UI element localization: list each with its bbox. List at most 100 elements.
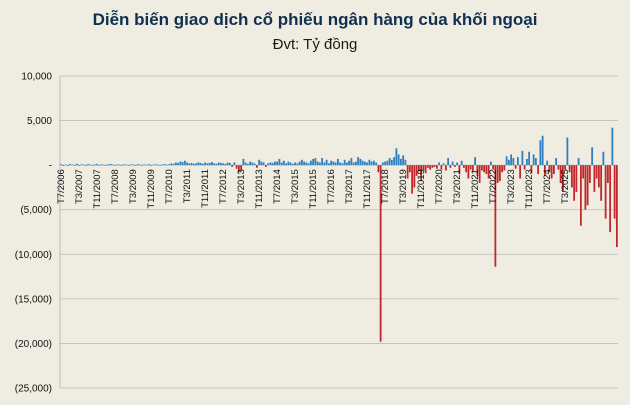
bar [456,162,459,166]
bar [327,163,330,166]
bar [593,165,596,192]
bar [231,165,234,167]
bar [208,162,211,166]
x-tick-label: T11/2017 [362,169,373,208]
bar [75,163,78,166]
bar [309,160,312,166]
bar [172,163,175,166]
bar [111,164,114,166]
bar [66,165,69,166]
bar [431,165,434,168]
bar [541,135,544,166]
bar [224,163,227,166]
bar [334,162,337,166]
bar [613,165,616,219]
x-tick-label: T11/2021 [470,169,481,208]
x-tick-label: T7/2008 [110,169,121,204]
bar [91,165,94,166]
bar [370,161,373,166]
gridlines [59,75,618,389]
bar [141,165,144,166]
bar [505,156,508,166]
bar [219,162,222,166]
unit-label: Đvt: Tỷ đồng [272,36,358,53]
bar [503,165,506,171]
bar [579,165,582,226]
bar [163,164,166,166]
bar [465,165,468,173]
y-axis-labels: 10,000 5,000 - (5,000) (10,000) (15,000) (20,0… [15,72,53,395]
bar [388,158,391,166]
bar [588,165,591,183]
x-tick-label: T3/2019 [398,169,409,204]
bar [300,159,303,166]
bar [550,165,553,179]
bars [60,127,618,342]
bar [561,165,564,192]
x-tick-label: T3/2017 [344,169,355,204]
x-tick-label: T7/2006 [56,169,67,204]
bar [453,165,456,167]
y-tick-label: 5,000 [27,116,52,127]
bar [217,162,220,166]
bar [528,151,531,166]
bar [462,165,465,168]
bar [177,162,180,166]
bar [305,162,308,166]
bar [307,163,310,166]
bar [233,162,236,166]
bar [267,163,270,166]
bar [433,165,436,167]
bar [80,164,83,166]
bar [273,161,276,166]
bar [357,157,360,166]
bar [303,161,306,166]
bar [213,163,216,166]
bar [71,164,74,166]
bar [165,164,168,166]
bar [510,154,513,166]
bar [532,154,535,166]
bar [564,165,567,170]
bar [150,165,153,166]
bar [494,165,497,267]
bar [132,164,135,166]
bar [154,164,157,166]
bar [318,162,321,166]
bar [543,165,546,176]
bar [62,165,65,166]
bar [120,165,123,166]
bar [413,165,416,188]
bar [82,164,85,166]
bar [251,162,254,166]
bar [546,160,549,166]
bar [507,159,510,166]
bar [379,165,382,342]
bar [201,163,204,166]
bar [363,161,366,166]
x-tick-label: T7/2012 [218,169,229,204]
bar [138,164,141,166]
x-tick-label: T7/2022 [488,169,499,204]
x-tick-label: T11/2007 [92,169,103,208]
bar [321,158,324,166]
bar [381,162,384,166]
y-tick-label: (5,000) [20,205,52,216]
bar [174,162,177,166]
bar [235,165,238,169]
bar [352,162,355,166]
bar [260,161,263,166]
bar [435,165,438,169]
bar [84,165,87,166]
bar [600,165,603,201]
bar [566,137,569,166]
bar [73,165,76,166]
bar [537,165,540,175]
bar [377,165,380,173]
bar [397,154,400,166]
bar [298,161,301,166]
y-tick-label: - [49,161,52,172]
bar [179,161,182,166]
bar [390,159,393,166]
bar [341,163,344,166]
